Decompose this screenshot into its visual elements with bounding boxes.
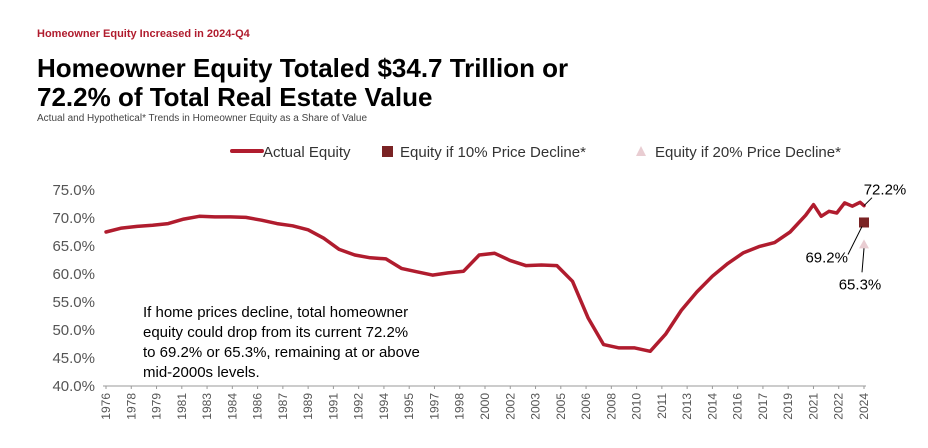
x-tick-label: 2000 bbox=[478, 393, 492, 420]
chart-subtitle: Actual and Hypothetical* Trends in Homeo… bbox=[37, 113, 367, 124]
annotation-leader bbox=[847, 226, 863, 255]
x-tick-label: 2019 bbox=[781, 393, 795, 420]
x-tick-label: 1984 bbox=[225, 393, 239, 420]
note-text: If home prices decline, total homeowner e… bbox=[143, 304, 420, 381]
note-line: to 69.2% or 65.3%, remaining at or above bbox=[143, 344, 420, 361]
annotation-leader bbox=[861, 248, 865, 273]
title-line-1: Homeowner Equity Totaled $34.7 Trillion … bbox=[37, 53, 569, 83]
x-tick-label: 1995 bbox=[402, 393, 416, 420]
legend-decline10-swatch bbox=[382, 146, 393, 157]
x-tick-label: 2017 bbox=[756, 393, 770, 420]
x-tick-label: 1989 bbox=[301, 393, 315, 420]
legend-decline10-label: Equity if 10% Price Decline* bbox=[400, 144, 586, 161]
x-tick-label: 1992 bbox=[352, 393, 366, 420]
y-tick-label: 65.0% bbox=[52, 238, 95, 255]
series-layer bbox=[104, 200, 869, 354]
y-tick-label: 50.0% bbox=[52, 322, 95, 339]
x-axis: 1976 1978 1979 1981 1983 1984 1986 1987 1989 1991… bbox=[99, 386, 871, 420]
annotation-label: 65.3% bbox=[839, 276, 882, 293]
decline10-marker bbox=[859, 217, 869, 228]
x-tick-label: 1994 bbox=[377, 393, 391, 420]
x-tick-label: 2011 bbox=[655, 393, 669, 419]
actual-equity-line bbox=[104, 200, 866, 354]
x-tick-label: 1991 bbox=[326, 393, 340, 420]
x-tick-label: 2013 bbox=[680, 393, 694, 420]
x-tick-label: 2021 bbox=[806, 393, 820, 420]
x-tick-label: 1981 bbox=[175, 393, 189, 420]
x-tick-label: 2006 bbox=[579, 393, 593, 420]
note-line: mid-2000s levels. bbox=[143, 364, 260, 381]
x-tick-label: 1983 bbox=[200, 393, 214, 420]
note-line: If home prices decline, total homeowner bbox=[143, 304, 408, 321]
x-tick-label: 1997 bbox=[427, 393, 441, 420]
x-tick-label: 2003 bbox=[529, 393, 543, 420]
x-tick-label: 2014 bbox=[705, 393, 719, 420]
x-tick-label: 1986 bbox=[251, 393, 265, 420]
decline20-marker bbox=[859, 239, 869, 249]
y-tick-label: 55.0% bbox=[52, 294, 95, 311]
kicker-text: Homeowner Equity Increased in 2024-Q4 bbox=[37, 28, 250, 40]
legend: Actual Equity Equity if 10% Price Declin… bbox=[230, 144, 841, 161]
legend-decline20-label: Equity if 20% Price Decline* bbox=[655, 144, 841, 161]
title-line-2: 72.2% of Total Real Estate Value bbox=[37, 82, 433, 112]
x-tick-label: 2002 bbox=[503, 393, 517, 420]
x-tick-label: 2010 bbox=[630, 393, 644, 420]
x-tick-label: 1976 bbox=[99, 393, 113, 420]
annotation-label: 69.2% bbox=[805, 249, 848, 266]
y-tick-label: 45.0% bbox=[52, 350, 95, 367]
y-tick-label: 40.0% bbox=[52, 378, 95, 395]
y-tick-label: 70.0% bbox=[52, 210, 95, 227]
y-tick-label: 60.0% bbox=[52, 266, 95, 283]
annotations-layer: 72.2% 69.2% 65.3% bbox=[805, 182, 906, 294]
x-tick-label: 1979 bbox=[150, 393, 164, 420]
x-tick-label: 2024 bbox=[857, 393, 871, 420]
note-line: equity could drop from its current 72.2% bbox=[143, 324, 408, 341]
annotation-leader bbox=[863, 197, 873, 207]
x-tick-label: 2008 bbox=[604, 393, 618, 420]
x-tick-label: 1987 bbox=[276, 393, 290, 420]
y-axis: 75.0% 70.0% 65.0% 60.0% 55.0% 50.0% 45.0% 40.0% bbox=[52, 182, 95, 395]
legend-actual-label: Actual Equity bbox=[263, 144, 351, 161]
x-tick-label: 2022 bbox=[832, 393, 846, 420]
x-tick-label: 1998 bbox=[453, 393, 467, 420]
x-tick-label: 2005 bbox=[554, 393, 568, 420]
y-tick-label: 75.0% bbox=[52, 182, 95, 199]
legend-decline20-swatch bbox=[636, 146, 646, 156]
page-title: Homeowner Equity Totaled $34.7 Trillion … bbox=[37, 54, 737, 112]
x-tick-label: 1978 bbox=[124, 393, 138, 420]
x-tick-label: 2016 bbox=[731, 393, 745, 420]
annotation-label: 72.2% bbox=[864, 182, 907, 199]
